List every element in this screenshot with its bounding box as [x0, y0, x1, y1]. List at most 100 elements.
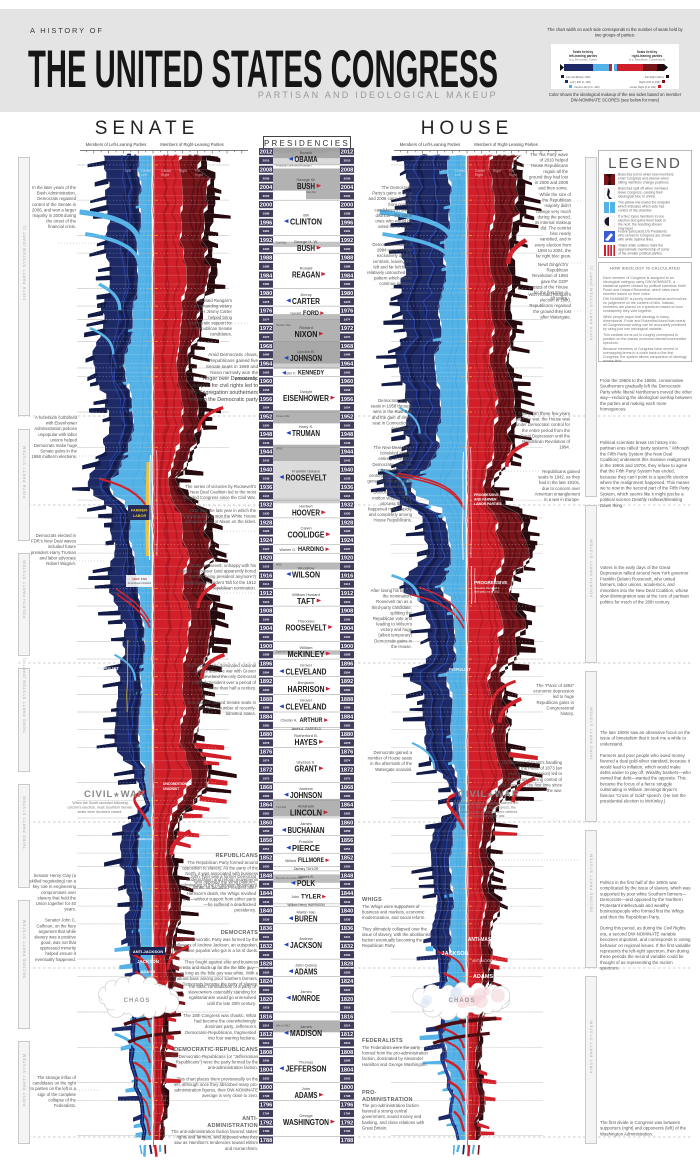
- svg-text:1910: 1910: [343, 600, 350, 604]
- svg-text:1832: 1832: [340, 944, 352, 950]
- svg-text:1922: 1922: [262, 547, 269, 551]
- svg-text:CLINTON: CLINTON: [290, 217, 322, 226]
- svg-text:1858: 1858: [343, 829, 350, 833]
- svg-text:1818: 1818: [262, 1006, 269, 1010]
- svg-text:1810: 1810: [262, 1041, 269, 1045]
- svg-text:1886: 1886: [262, 706, 269, 710]
- svg-text:MADISON: MADISON: [290, 1029, 322, 1038]
- svg-text:Theodore Roosevelt’s: Theodore Roosevelt’s: [474, 586, 500, 590]
- svg-text:1962: 1962: [343, 370, 350, 374]
- svg-text:1846: 1846: [343, 882, 350, 886]
- svg-text:1886: 1886: [343, 706, 350, 710]
- svg-text:1890: 1890: [343, 688, 350, 692]
- svg-text:1924: 1924: [259, 538, 272, 544]
- svg-text:1792: 1792: [259, 1120, 271, 1126]
- svg-text:1994: 1994: [262, 229, 269, 233]
- svg-text:WASHINGTON: WASHINGTON: [283, 1118, 329, 1127]
- svg-text:2006: 2006: [262, 176, 269, 180]
- svg-text:1948: 1948: [340, 432, 352, 438]
- svg-text:1796: 1796: [259, 1103, 271, 1109]
- svg-text:1864: 1864: [259, 803, 272, 809]
- svg-text:2010: 2010: [262, 159, 269, 163]
- svg-text:1942: 1942: [262, 459, 269, 463]
- svg-text:LINCOLN: LINCOLN: [290, 809, 322, 818]
- svg-text:1918: 1918: [262, 565, 269, 569]
- svg-text:2012: 2012: [259, 150, 271, 156]
- svg-text:1952: 1952: [340, 414, 352, 420]
- svg-text:HARRISON: HARRISON: [287, 685, 324, 694]
- svg-text:2004: 2004: [259, 185, 272, 191]
- svg-text:JEFFERSON: JEFFERSON: [285, 1065, 326, 1074]
- svg-text:1916: 1916: [259, 573, 271, 579]
- svg-text:1964: 1964: [340, 362, 353, 368]
- svg-text:1842: 1842: [262, 900, 269, 904]
- svg-text:ANTI-JACKSON: ANTI-JACKSON: [133, 949, 163, 954]
- svg-text:1932: 1932: [340, 503, 352, 509]
- svg-text:PIERCE: PIERCE: [292, 844, 321, 853]
- svg-text:1930: 1930: [262, 512, 269, 516]
- svg-text:GRANT: GRANT: [294, 765, 317, 774]
- svg-text:1954: 1954: [262, 406, 269, 410]
- svg-text:1996: 1996: [340, 220, 352, 226]
- svg-text:1932: 1932: [259, 503, 271, 509]
- svg-text:1998: 1998: [343, 212, 350, 216]
- svg-text:John F.: John F.: [284, 371, 296, 375]
- svg-text:1892: 1892: [259, 679, 271, 685]
- svg-text:Left: Left: [125, 169, 131, 173]
- svg-text:NIXON: NIXON: [294, 330, 317, 339]
- svg-text:Civil War: Civil War: [276, 805, 286, 809]
- svg-text:1826: 1826: [343, 970, 350, 974]
- svg-text:AMERICAN: AMERICAN: [137, 837, 152, 841]
- svg-text:JOHNSON: JOHNSON: [290, 354, 322, 363]
- svg-text:1856: 1856: [259, 838, 271, 844]
- svg-text:BUSH: BUSH: [297, 244, 315, 253]
- svg-text:2000: 2000: [340, 203, 352, 209]
- svg-text:1958: 1958: [343, 388, 350, 392]
- svg-text:1928: 1928: [340, 520, 352, 526]
- svg-text:1820: 1820: [259, 997, 271, 1003]
- svg-text:1888: 1888: [340, 697, 352, 703]
- svg-text:COOLIDGE: COOLIDGE: [287, 531, 325, 540]
- svg-text:2002: 2002: [343, 194, 350, 198]
- svg-text:POPULIST: POPULIST: [97, 666, 119, 671]
- svg-text:TRUMAN: TRUMAN: [292, 429, 320, 438]
- svg-text:1920: 1920: [259, 556, 271, 562]
- svg-text:2010: 2010: [343, 159, 350, 163]
- svg-text:ADAMS: ADAMS: [473, 974, 493, 980]
- svg-text:1956: 1956: [259, 397, 271, 403]
- svg-text:War of 1812: War of 1812: [276, 1024, 291, 1028]
- svg-text:Right: Right: [493, 169, 501, 173]
- svg-text:1982: 1982: [343, 282, 350, 286]
- svg-text:1926: 1926: [262, 529, 269, 533]
- svg-text:1794: 1794: [343, 1112, 350, 1116]
- svg-text:1928: 1928: [259, 520, 271, 526]
- svg-text:Gerald: Gerald: [290, 312, 301, 316]
- svg-text:1952: 1952: [259, 414, 271, 420]
- svg-text:1970: 1970: [262, 335, 269, 339]
- svg-text:Financial Crisis and Recession: Financial Crisis and Recession: [276, 164, 312, 168]
- svg-text:1868: 1868: [340, 785, 352, 791]
- svg-text:1888: 1888: [259, 697, 271, 703]
- svg-text:1956: 1956: [340, 397, 352, 403]
- svg-text:1854: 1854: [262, 847, 269, 851]
- svg-text:1912: 1912: [340, 591, 352, 597]
- svg-text:1788: 1788: [259, 1138, 271, 1144]
- svg-text:1978: 1978: [343, 300, 350, 304]
- svg-text:1862: 1862: [262, 812, 269, 816]
- svg-text:1884: 1884: [259, 715, 272, 721]
- svg-text:1966: 1966: [343, 353, 350, 357]
- svg-text:1816: 1816: [259, 1015, 271, 1021]
- svg-text:1850: 1850: [343, 865, 350, 869]
- svg-text:1830: 1830: [343, 953, 350, 957]
- svg-text:2000: 2000: [259, 203, 271, 209]
- svg-text:1852: 1852: [340, 856, 352, 862]
- svg-text:1846: 1846: [262, 882, 269, 886]
- svg-text:ROOSEVELT: ROOSEVELT: [285, 473, 326, 482]
- svg-text:Chester A.: Chester A.: [280, 719, 297, 723]
- svg-text:1806: 1806: [343, 1059, 350, 1063]
- svg-text:Left: Left: [439, 169, 445, 173]
- svg-text:1788: 1788: [340, 1138, 352, 1144]
- svg-text:1870: 1870: [262, 776, 269, 780]
- svg-text:1964: 1964: [259, 362, 272, 368]
- svg-text:1838: 1838: [343, 918, 350, 922]
